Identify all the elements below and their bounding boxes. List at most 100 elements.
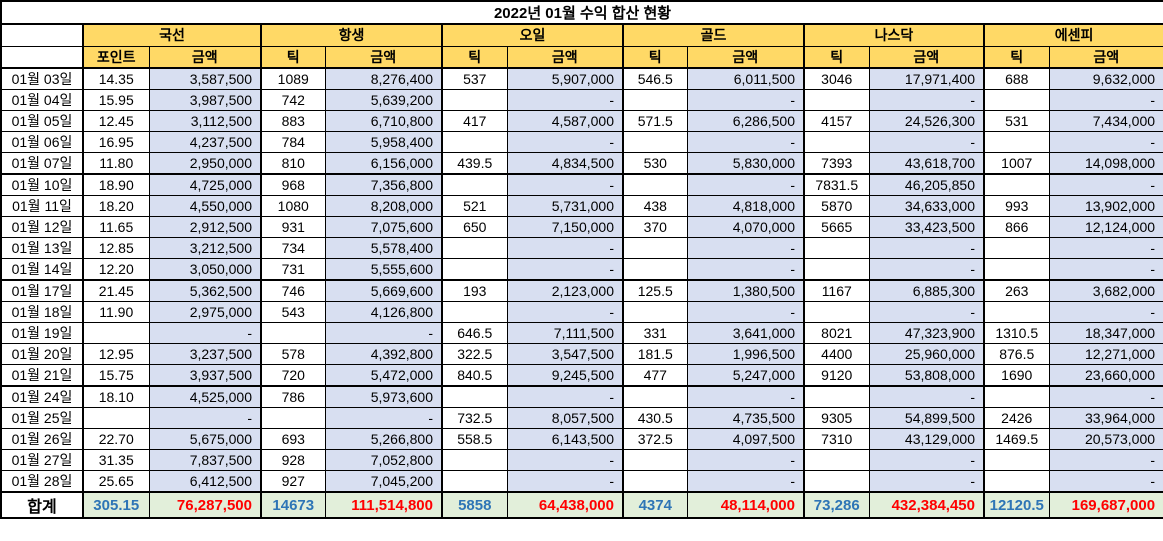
amount-cell[interactable]: 2,950,000 — [148, 152, 262, 175]
amount-cell[interactable]: - — [1048, 385, 1163, 408]
tick-cell[interactable] — [622, 131, 688, 153]
date-cell[interactable]: 01월 04일 — [0, 89, 84, 111]
tick-cell[interactable] — [803, 449, 870, 471]
tick-cell[interactable]: 558.5 — [441, 428, 508, 450]
amount-cell[interactable]: 7,837,500 — [148, 449, 262, 471]
amount-cell[interactable]: - — [686, 131, 805, 153]
tick-cell[interactable]: 840.5 — [441, 364, 508, 387]
amount-cell[interactable]: 24,526,300 — [868, 110, 985, 132]
tick-cell[interactable]: 439.5 — [441, 152, 508, 175]
tick-cell[interactable]: 883 — [260, 110, 326, 132]
amount-cell[interactable]: - — [506, 385, 624, 408]
amount-cell[interactable]: - — [868, 258, 985, 281]
total-tick-cell[interactable]: 5858 — [441, 491, 508, 519]
amount-cell[interactable]: - — [868, 385, 985, 408]
tick-cell[interactable]: 31.35 — [82, 449, 150, 471]
amount-cell[interactable]: 5,675,000 — [148, 428, 262, 450]
amount-cell[interactable]: - — [1048, 258, 1163, 281]
tick-cell[interactable] — [441, 258, 508, 281]
amount-cell[interactable]: - — [506, 470, 624, 493]
amount-cell[interactable]: 3,212,500 — [148, 237, 262, 259]
tick-cell[interactable]: 18.90 — [82, 173, 150, 196]
amount-cell[interactable]: - — [686, 470, 805, 493]
tick-cell[interactable]: 537 — [441, 67, 508, 90]
amount-cell[interactable]: 8,057,500 — [506, 407, 624, 429]
total-tick-cell[interactable]: 305.15 — [82, 491, 150, 519]
amount-cell[interactable]: - — [868, 470, 985, 493]
tick-cell[interactable] — [441, 89, 508, 111]
amount-cell[interactable]: 6,286,500 — [686, 110, 805, 132]
tick-cell[interactable]: 12.45 — [82, 110, 150, 132]
tick-cell[interactable]: 786 — [260, 385, 326, 408]
tick-cell[interactable] — [622, 470, 688, 493]
amount-cell[interactable]: 6,011,500 — [686, 67, 805, 90]
tick-cell[interactable]: 1089 — [260, 67, 326, 90]
amount-cell[interactable]: - — [506, 237, 624, 259]
tick-cell[interactable]: 731 — [260, 258, 326, 281]
amount-cell[interactable]: 4,126,800 — [324, 301, 443, 323]
amount-cell[interactable]: 33,423,500 — [868, 216, 985, 238]
tick-cell[interactable]: 3046 — [803, 67, 870, 90]
amount-cell[interactable]: - — [324, 407, 443, 429]
tick-cell[interactable] — [622, 258, 688, 281]
amount-cell[interactable]: 4,735,500 — [686, 407, 805, 429]
tick-cell[interactable] — [260, 407, 326, 429]
amount-cell[interactable]: - — [148, 322, 262, 344]
amount-cell[interactable]: 6,143,500 — [506, 428, 624, 450]
amount-cell[interactable]: 2,975,000 — [148, 301, 262, 323]
amount-cell[interactable]: 34,633,000 — [868, 195, 985, 217]
amount-cell[interactable]: 5,830,000 — [686, 152, 805, 175]
amount-cell[interactable]: - — [506, 131, 624, 153]
date-cell[interactable]: 01월 20일 — [0, 343, 84, 365]
amount-cell[interactable]: 3,587,500 — [148, 67, 262, 90]
amount-cell[interactable]: - — [324, 322, 443, 344]
amount-cell[interactable]: - — [868, 449, 985, 471]
tick-cell[interactable]: 2426 — [983, 407, 1050, 429]
amount-cell[interactable]: 8,276,400 — [324, 67, 443, 90]
amount-cell[interactable]: 3,987,500 — [148, 89, 262, 111]
tick-cell[interactable]: 11.65 — [82, 216, 150, 238]
amount-cell[interactable]: 4,818,000 — [686, 195, 805, 217]
tick-cell[interactable] — [622, 385, 688, 408]
tick-cell[interactable]: 16.95 — [82, 131, 150, 153]
tick-cell[interactable] — [983, 301, 1050, 323]
tick-cell[interactable]: 1007 — [983, 152, 1050, 175]
total-amount-cell[interactable]: 48,114,000 — [686, 491, 805, 519]
amount-cell[interactable]: 4,392,800 — [324, 343, 443, 365]
amount-cell[interactable]: - — [686, 89, 805, 111]
amount-cell[interactable]: 7,111,500 — [506, 322, 624, 344]
amount-cell[interactable]: 5,973,600 — [324, 385, 443, 408]
tick-cell[interactable]: 571.5 — [622, 110, 688, 132]
tick-cell[interactable]: 650 — [441, 216, 508, 238]
amount-cell[interactable]: 12,271,000 — [1048, 343, 1163, 365]
date-cell[interactable]: 01월 11일 — [0, 195, 84, 217]
amount-cell[interactable]: 7,045,200 — [324, 470, 443, 493]
amount-cell[interactable]: - — [686, 301, 805, 323]
tick-cell[interactable]: 15.95 — [82, 89, 150, 111]
amount-cell[interactable]: 5,555,600 — [324, 258, 443, 281]
amount-cell[interactable]: 4,725,000 — [148, 173, 262, 196]
tick-cell[interactable] — [803, 470, 870, 493]
tick-cell[interactable]: 1469.5 — [983, 428, 1050, 450]
amount-cell[interactable]: - — [506, 258, 624, 281]
tick-cell[interactable] — [983, 449, 1050, 471]
total-amount-cell[interactable]: 64,438,000 — [506, 491, 624, 519]
tick-cell[interactable]: 477 — [622, 364, 688, 387]
amount-cell[interactable]: 5,578,400 — [324, 237, 443, 259]
amount-cell[interactable]: 7,052,800 — [324, 449, 443, 471]
tick-cell[interactable] — [622, 237, 688, 259]
tick-cell[interactable]: 530 — [622, 152, 688, 175]
amount-cell[interactable]: 20,573,000 — [1048, 428, 1163, 450]
tick-cell[interactable]: 430.5 — [622, 407, 688, 429]
tick-cell[interactable]: 417 — [441, 110, 508, 132]
date-cell[interactable]: 01월 03일 — [0, 67, 84, 90]
tick-cell[interactable]: 646.5 — [441, 322, 508, 344]
amount-cell[interactable]: 6,710,800 — [324, 110, 443, 132]
amount-cell[interactable]: 17,971,400 — [868, 67, 985, 90]
tick-cell[interactable]: 14.35 — [82, 67, 150, 90]
date-cell[interactable]: 01월 24일 — [0, 385, 84, 408]
tick-cell[interactable]: 263 — [983, 279, 1050, 302]
amount-cell[interactable]: - — [868, 301, 985, 323]
tick-cell[interactable]: 4157 — [803, 110, 870, 132]
date-cell[interactable]: 01월 17일 — [0, 279, 84, 302]
